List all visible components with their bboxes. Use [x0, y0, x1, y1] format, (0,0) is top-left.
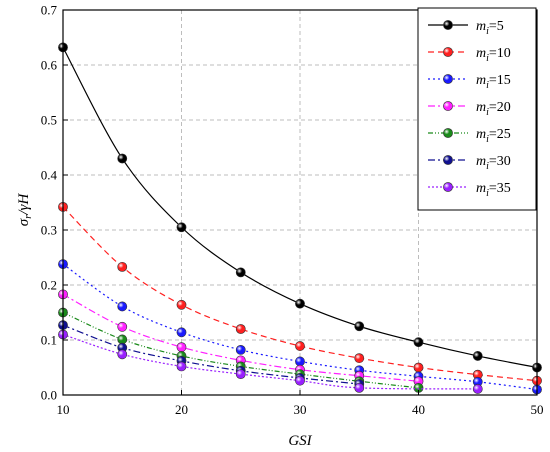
x-tick-label: 30	[294, 402, 307, 417]
y-axis-title: σr/γH	[16, 193, 34, 227]
legend-marker	[443, 101, 453, 111]
data-point	[472, 351, 483, 361]
y-axis-title-main: σ	[16, 218, 32, 226]
data-point	[354, 353, 365, 364]
data-point	[472, 384, 483, 394]
data-point	[235, 344, 246, 355]
legend-marker	[443, 155, 453, 165]
legend-marker	[443, 128, 453, 138]
data-point	[117, 321, 128, 332]
series-line	[62, 263, 538, 391]
y-axis-title-sub: r	[22, 214, 34, 219]
data-point	[413, 362, 424, 373]
data-point	[117, 153, 128, 164]
series-5	[58, 42, 542, 373]
x-tick-label: 50	[531, 402, 544, 417]
y-axis-title-tail: /γH	[16, 193, 32, 216]
legend-label: mi=25	[476, 127, 511, 145]
legend-marker	[443, 20, 453, 30]
series-line	[62, 206, 538, 382]
legend-box	[417, 7, 537, 211]
x-axis: 10 20 30 40 50	[57, 390, 544, 417]
x-tick-label: 40	[412, 402, 425, 417]
y-tick-label: 0.4	[41, 168, 58, 183]
data-point	[176, 342, 187, 353]
y-tick-label: 0.6	[41, 58, 58, 73]
y-tick-label: 0.5	[41, 113, 57, 128]
y-tick-label: 0.0	[41, 388, 57, 403]
legend-marker	[443, 47, 453, 57]
data-point	[235, 369, 246, 379]
data-point	[117, 349, 128, 360]
data-point	[117, 261, 128, 272]
series-line	[62, 333, 478, 390]
series-15	[58, 259, 542, 395]
series-line	[62, 324, 360, 385]
y-tick-label: 0.1	[41, 333, 57, 348]
legend-label: mi=35	[476, 181, 511, 199]
y-tick-label: 0.2	[41, 278, 57, 293]
x-tick-label: 10	[57, 402, 70, 417]
legend-label: mi=30	[476, 154, 511, 172]
legend-label: mi=20	[476, 100, 511, 118]
x-tick-label: 20	[175, 402, 188, 417]
legend-label: mi=5	[476, 19, 504, 37]
legend-entry: mi=20	[428, 100, 511, 118]
data-point	[295, 341, 305, 351]
y-tick-label: 0.3	[41, 223, 57, 238]
data-point	[176, 361, 187, 372]
legend-entry: mi=30	[428, 154, 511, 172]
data-point	[295, 298, 305, 309]
data-point	[354, 382, 365, 393]
data-point	[176, 222, 187, 233]
legend-entry: mi=10	[428, 46, 511, 64]
data-point	[117, 334, 128, 345]
series-10	[58, 201, 542, 386]
legend-label: mi=10	[476, 46, 511, 64]
legend: mi=5 mi=10 mi=15 mi=20 mi=25 mi=30 mi=35	[417, 7, 537, 211]
data-point	[235, 267, 246, 278]
data-point	[176, 299, 187, 310]
legend-entry: mi=25	[428, 127, 511, 145]
data-point	[295, 356, 305, 367]
legend-label: mi=15	[476, 73, 511, 91]
legend-marker	[443, 182, 453, 192]
legend-entry: mi=5	[428, 19, 504, 37]
data-point	[235, 324, 246, 334]
x-axis-title: GSI	[288, 433, 312, 449]
data-point	[354, 321, 365, 332]
data-point	[413, 337, 424, 348]
y-axis: 0.0 0.1 0.2 0.3 0.4 0.5 0.6 0.7	[41, 3, 68, 403]
legend-marker	[443, 74, 453, 84]
data-point	[295, 375, 305, 386]
series-layer	[58, 42, 542, 395]
legend-entry: mi=35	[428, 181, 511, 199]
data-point	[117, 301, 128, 312]
y-tick-label: 0.7	[41, 3, 58, 18]
data-point	[176, 327, 187, 338]
legend-entry: mi=15	[428, 73, 511, 91]
